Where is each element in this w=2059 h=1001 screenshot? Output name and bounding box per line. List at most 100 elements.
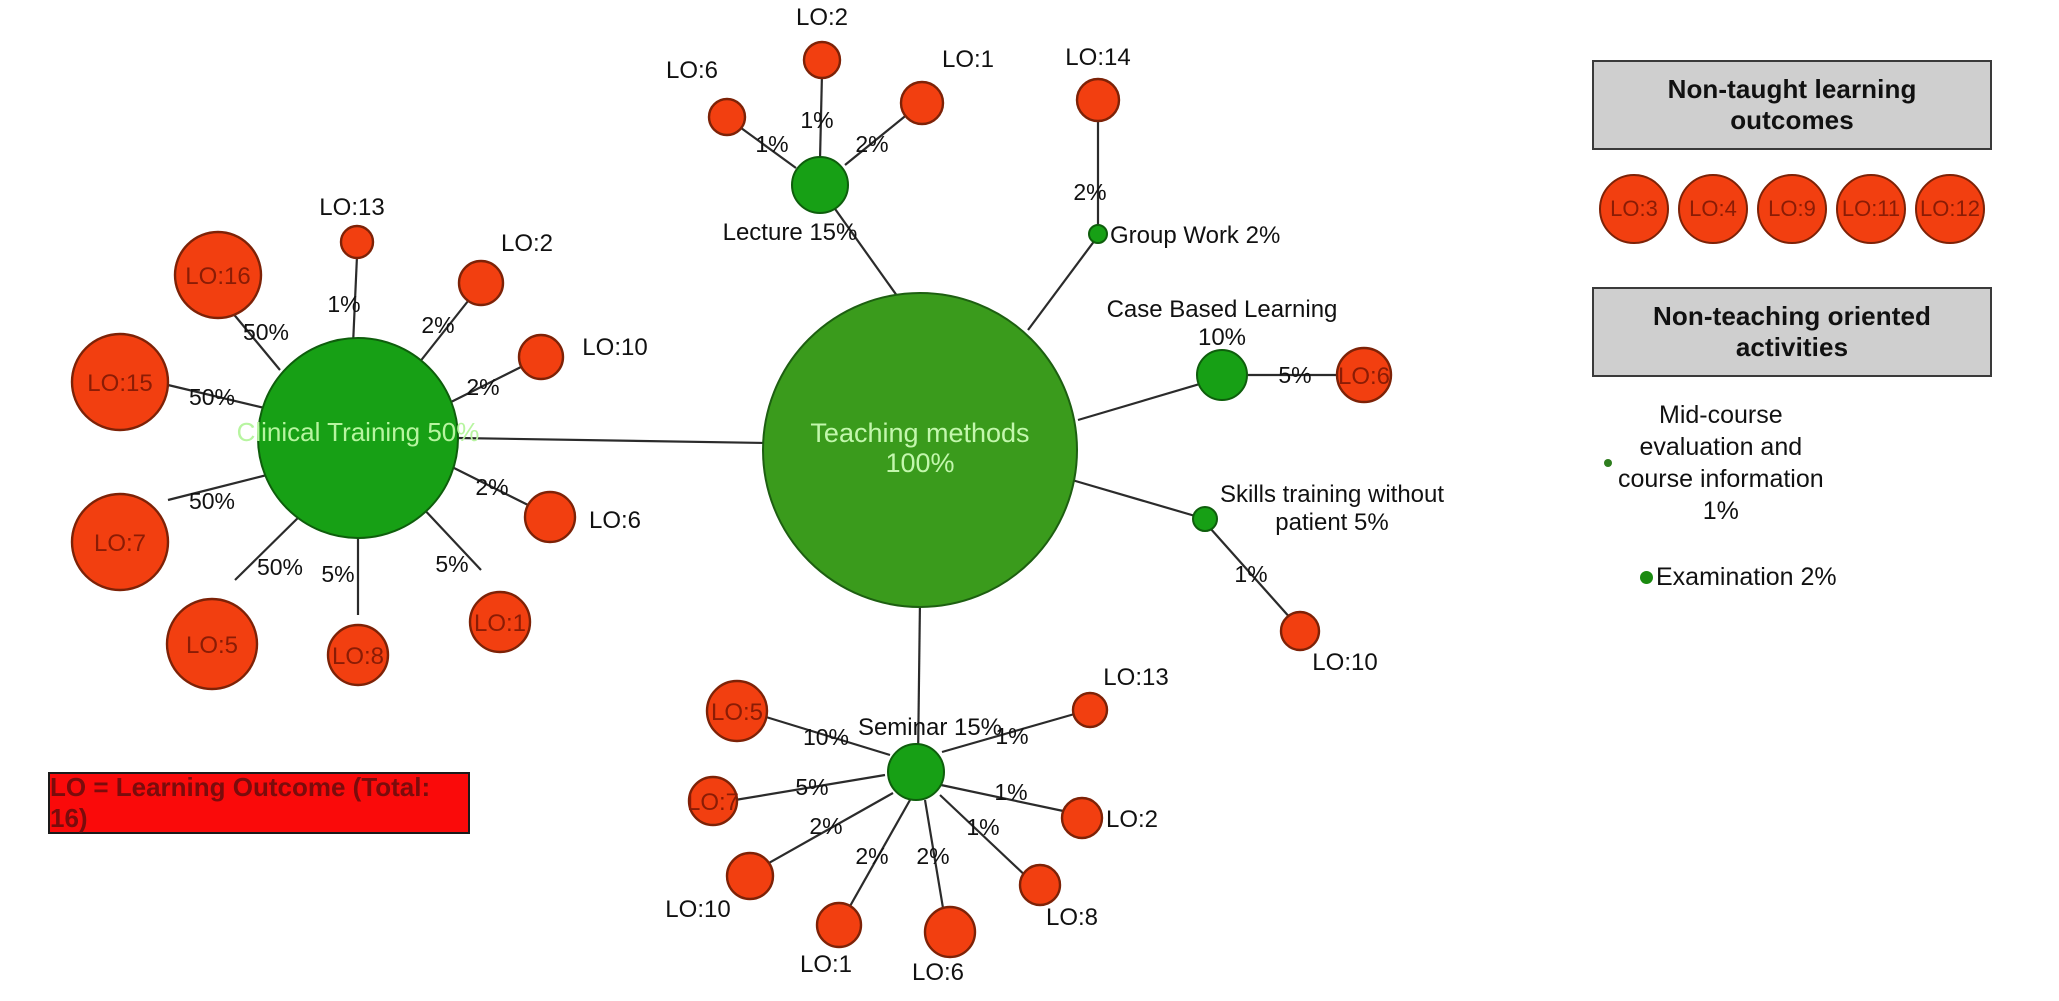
- edge-lecture-lo1: [844, 112, 910, 166]
- lo-label-seminar-lo5: LO:5: [711, 699, 763, 726]
- legend-lo-circle[interactable]: LO:3: [1599, 174, 1669, 244]
- pct-seminar-lo10: 2%: [809, 813, 842, 839]
- activity-line4: 1%: [1702, 497, 1739, 525]
- lo-node-lecture-lo1[interactable]: [899, 80, 945, 126]
- edge-clinical-lo7: [167, 471, 276, 502]
- activity-examination-row[interactable]: Examination 2%: [1640, 563, 1992, 592]
- lo-node-clinical-lo7[interactable]: [70, 492, 170, 592]
- lo-label-clinical-lo13: LO:13: [319, 194, 384, 221]
- node-teaching-methods[interactable]: [762, 292, 1078, 608]
- lo-label-clinical-lo16: LO:16: [185, 263, 250, 290]
- legend-lo-circle[interactable]: LO:12: [1915, 174, 1985, 244]
- lo-node-lecture-lo2[interactable]: [802, 40, 842, 80]
- lo-node-seminar-lo10[interactable]: [725, 851, 775, 901]
- lo-label-seminar-lo6: LO:6: [912, 959, 964, 986]
- legend-lo-circle[interactable]: LO:4: [1678, 174, 1748, 244]
- node-case-based-label-line1: Case Based Learning: [1107, 296, 1338, 323]
- pct-clinical-lo15: 50%: [189, 384, 235, 410]
- activity-mid-course-row[interactable]: Mid-course evaluation and course informa…: [1604, 399, 1992, 527]
- lo-node-seminar-lo1[interactable]: [815, 901, 863, 949]
- lo-label-seminar-lo1: LO:1: [800, 951, 852, 978]
- lo-node-clinical-lo1[interactable]: [468, 590, 532, 654]
- pct-clinical-lo8: 5%: [321, 561, 354, 587]
- pct-skills-lo10: 1%: [1234, 561, 1267, 587]
- lo-node-clinical-lo16[interactable]: [173, 230, 263, 320]
- edge-clinical-lo1: [419, 504, 482, 571]
- pct-lecture-lo1: 2%: [855, 131, 888, 157]
- lo-label-seminar-lo7: LO:7: [687, 789, 739, 816]
- pct-seminar-lo8: 1%: [966, 814, 999, 840]
- lo-node-seminar-lo5[interactable]: [705, 679, 769, 743]
- non-taught-panel-title: Non-taught learning outcomes: [1592, 60, 1992, 150]
- edge-clinical-lo6: [447, 464, 529, 506]
- edge-root-clinical: [457, 436, 768, 445]
- pct-lecture-lo6: 1%: [755, 131, 788, 157]
- lo-node-seminar-lo8[interactable]: [1018, 863, 1062, 907]
- edge-skills-lo10: [1209, 527, 1293, 621]
- activity-examination-text: Examination 2%: [1656, 563, 1837, 591]
- node-lecture[interactable]: [791, 156, 849, 214]
- node-clinical-training[interactable]: [257, 337, 459, 539]
- edge-seminar-lo6: [923, 799, 947, 921]
- learning-outcome-key-box: LO = Learning Outcome (Total: 16): [48, 772, 470, 834]
- lo-node-clinical-lo13[interactable]: [339, 224, 375, 260]
- pct-seminar-lo2: 1%: [994, 779, 1027, 805]
- node-skills-label-line2: patient 5%: [1275, 509, 1388, 536]
- node-skills-label-line1: Skills training without: [1220, 481, 1444, 508]
- lo-node-groupwork-lo14[interactable]: [1075, 77, 1121, 123]
- lo-node-lecture-lo6[interactable]: [707, 97, 747, 137]
- lo-node-clinical-lo2[interactable]: [457, 259, 505, 307]
- edge-seminar-lo7: [734, 773, 886, 802]
- node-teaching-methods-label-line2: 100%: [885, 448, 954, 478]
- lo-label-casebased-lo6: LO:6: [1338, 363, 1390, 390]
- legend-lo-circle[interactable]: LO:9: [1757, 174, 1827, 244]
- edge-clinical-lo10: [444, 363, 528, 406]
- node-teaching-methods-label-line1: Teaching methods: [810, 418, 1029, 448]
- activity-line2: evaluation and: [1639, 433, 1803, 461]
- node-group-work[interactable]: [1088, 224, 1108, 244]
- non-taught-panel: Non-taught learning outcomes LO:3 LO:4 L…: [1592, 60, 1992, 244]
- lo-label-clinical-lo2: LO:2: [501, 230, 553, 257]
- lo-label-clinical-lo1: LO:1: [474, 610, 526, 637]
- lo-node-clinical-lo6[interactable]: [523, 490, 577, 544]
- lo-node-seminar-lo7[interactable]: [687, 775, 739, 827]
- node-seminar-label: Seminar 15%: [858, 714, 1002, 741]
- lo-label-skills-lo10: LO:10: [1312, 649, 1377, 676]
- lo-label-seminar-lo8: LO:8: [1046, 904, 1098, 931]
- lo-node-casebased-lo6[interactable]: [1335, 346, 1393, 404]
- lo-node-clinical-lo15[interactable]: [70, 332, 170, 432]
- edge-lecture-lo2: [818, 72, 824, 161]
- lo-node-seminar-lo6[interactable]: [923, 905, 977, 959]
- lo-label-clinical-lo5: LO:5: [186, 632, 238, 659]
- lo-label-seminar-lo13: LO:13: [1103, 664, 1168, 691]
- edge-seminar-lo5: [765, 715, 891, 757]
- lo-label-clinical-lo8: LO:8: [332, 643, 384, 670]
- pct-clinical-lo5: 50%: [257, 554, 303, 580]
- pct-seminar-lo7: 5%: [795, 774, 828, 800]
- pct-seminar-lo6: 2%: [916, 843, 949, 869]
- edge-seminar-lo1: [844, 799, 911, 916]
- edge-lecture-lo6: [736, 124, 797, 169]
- lo-node-clinical-lo8[interactable]: [326, 623, 390, 687]
- non-teaching-panel: Non-teaching oriented activities Mid-cou…: [1592, 287, 1992, 592]
- edge-root-seminar: [916, 599, 922, 761]
- pct-clinical-lo13: 1%: [327, 291, 360, 317]
- lo-label-lecture-lo2: LO:2: [796, 4, 848, 31]
- lo-node-clinical-lo10[interactable]: [517, 333, 565, 381]
- lo-node-skills-lo10[interactable]: [1279, 610, 1321, 652]
- pct-groupwork-lo14: 2%: [1073, 179, 1106, 205]
- legend-lo-circle[interactable]: LO:11: [1836, 174, 1906, 244]
- node-skills-training[interactable]: [1192, 506, 1218, 532]
- node-seminar[interactable]: [887, 743, 945, 801]
- lo-node-clinical-lo5[interactable]: [165, 597, 259, 691]
- lo-label-lecture-lo6: LO:6: [666, 57, 718, 84]
- node-case-based-learning[interactable]: [1196, 349, 1248, 401]
- edge-root-casebased: [1077, 376, 1221, 422]
- pct-clinical-lo7: 50%: [189, 488, 235, 514]
- lo-node-seminar-lo13[interactable]: [1071, 691, 1109, 729]
- lo-node-seminar-lo2[interactable]: [1060, 796, 1104, 840]
- pct-clinical-lo16: 50%: [243, 319, 289, 345]
- edge-clinical-lo15: [167, 383, 274, 412]
- pct-clinical-lo6: 2%: [475, 474, 508, 500]
- pct-seminar-lo1: 2%: [855, 843, 888, 869]
